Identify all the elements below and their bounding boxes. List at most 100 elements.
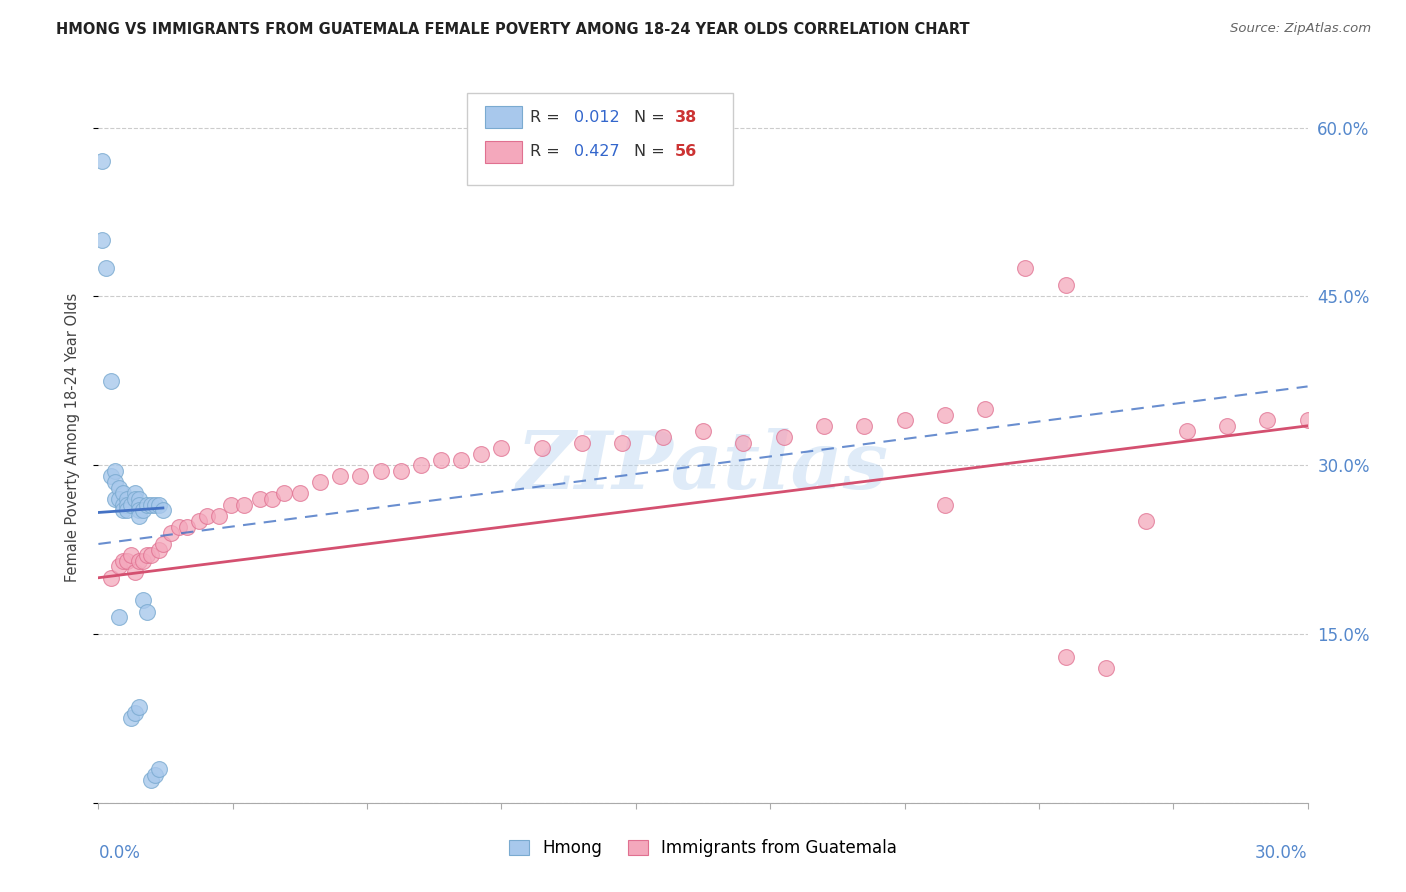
Point (111, 498, 134, 512)
Point (135, 498, 157, 512)
Point (409, 458, 432, 473)
Point (232, 498, 254, 512)
Point (195, 508, 218, 523)
Point (309, 475, 332, 489)
Point (139, 773, 162, 788)
Point (176, 520, 198, 534)
Point (103, 475, 125, 489)
Point (100, 571, 122, 585)
Point (370, 464, 392, 478)
Text: ZIPatlas: ZIPatlas (517, 427, 889, 505)
Point (124, 565, 146, 579)
Point (430, 452, 453, 467)
Point (124, 706, 146, 720)
Point (530, 442, 553, 456)
Point (893, 413, 915, 427)
Point (260, 491, 283, 506)
Point (651, 430, 673, 444)
Point (1296, 413, 1319, 427)
Text: 0.0%: 0.0% (98, 845, 141, 863)
Point (107, 481, 129, 495)
Text: N =: N = (634, 145, 669, 160)
Point (135, 548, 157, 562)
Point (91, 154, 114, 169)
Point (470, 447, 492, 461)
Text: R =: R = (530, 145, 565, 160)
Point (128, 700, 150, 714)
Point (1095, 661, 1118, 675)
Legend: Hmong, Immigrants from Guatemala: Hmong, Immigrants from Guatemala (502, 832, 904, 864)
Point (120, 498, 142, 512)
Point (389, 464, 412, 478)
Point (1256, 413, 1278, 427)
Point (934, 408, 956, 422)
Point (96, 261, 118, 276)
FancyBboxPatch shape (485, 106, 522, 128)
Point (221, 498, 243, 512)
Point (111, 486, 134, 500)
Point (772, 430, 794, 444)
FancyBboxPatch shape (467, 94, 734, 185)
Point (128, 498, 150, 512)
Point (148, 498, 170, 512)
Point (160, 525, 183, 540)
Point (974, 401, 997, 416)
Point (143, 767, 166, 781)
Point (329, 469, 352, 483)
Text: 0.427: 0.427 (574, 145, 619, 160)
Y-axis label: Female Poverty Among 18-24 Year Olds: Female Poverty Among 18-24 Year Olds (65, 293, 80, 582)
Point (135, 605, 157, 619)
Text: 56: 56 (675, 145, 697, 160)
Text: 38: 38 (675, 110, 697, 125)
Point (1054, 278, 1077, 293)
Point (1014, 261, 1036, 276)
Point (103, 464, 125, 478)
Point (139, 498, 162, 512)
Point (148, 762, 170, 776)
Point (813, 418, 835, 433)
Point (733, 435, 755, 450)
Point (120, 548, 142, 562)
Text: HMONG VS IMMIGRANTS FROM GUATEMALA FEMALE POVERTY AMONG 18-24 YEAR OLDS CORRELAT: HMONG VS IMMIGRANTS FROM GUATEMALA FEMAL… (56, 22, 970, 37)
Point (152, 537, 174, 551)
Point (124, 486, 146, 500)
Point (132, 503, 155, 517)
Point (128, 503, 150, 517)
Point (124, 491, 146, 506)
Point (1135, 515, 1157, 529)
Point (167, 520, 190, 534)
Point (1175, 425, 1198, 439)
Point (612, 435, 634, 450)
Text: R =: R = (530, 110, 565, 125)
Point (132, 593, 155, 607)
Point (273, 486, 295, 500)
FancyBboxPatch shape (485, 141, 522, 163)
Point (100, 374, 122, 388)
Point (288, 486, 311, 500)
Point (139, 548, 162, 562)
Point (111, 503, 134, 517)
Point (115, 498, 138, 512)
Point (1216, 418, 1239, 433)
Text: Source: ZipAtlas.com: Source: ZipAtlas.com (1230, 22, 1371, 36)
Point (128, 508, 150, 523)
Point (115, 503, 138, 517)
Point (853, 418, 876, 433)
Point (188, 515, 211, 529)
Point (91, 233, 114, 247)
Point (692, 425, 714, 439)
Point (450, 452, 472, 467)
Point (148, 542, 170, 557)
Point (349, 469, 371, 483)
Point (107, 610, 129, 624)
Point (152, 503, 174, 517)
Text: N =: N = (634, 110, 669, 125)
Point (128, 554, 150, 568)
Point (132, 554, 155, 568)
Point (249, 491, 271, 506)
Point (115, 491, 138, 506)
Point (107, 559, 129, 574)
Text: 30.0%: 30.0% (1256, 845, 1308, 863)
Point (111, 554, 134, 568)
Point (128, 491, 150, 506)
